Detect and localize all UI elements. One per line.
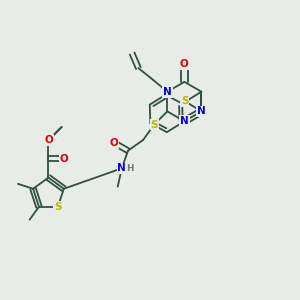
Text: N: N <box>163 87 172 97</box>
Text: S: S <box>150 120 158 130</box>
Text: O: O <box>60 154 69 164</box>
Text: H: H <box>126 164 133 173</box>
Text: O: O <box>44 135 53 145</box>
Text: O: O <box>180 59 189 69</box>
Text: S: S <box>54 202 62 212</box>
Text: N: N <box>180 116 189 126</box>
Text: O: O <box>110 138 118 148</box>
Text: N: N <box>117 164 126 173</box>
Text: S: S <box>181 96 188 106</box>
Text: N: N <box>197 106 206 116</box>
